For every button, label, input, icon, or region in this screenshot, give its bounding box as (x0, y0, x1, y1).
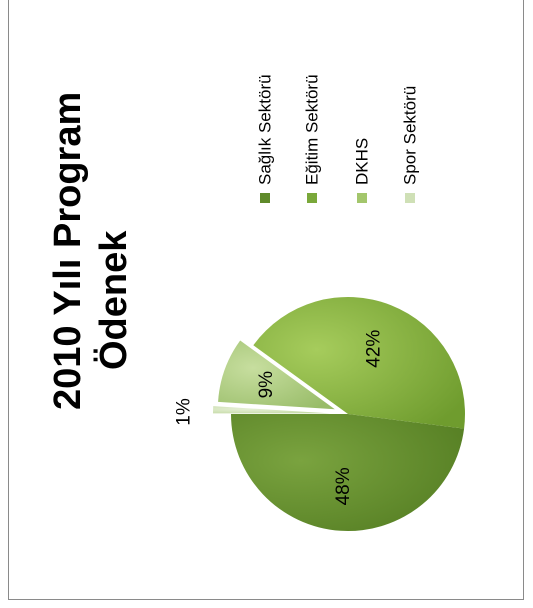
legend-swatch-4 (405, 193, 415, 203)
pie-slice-1 (231, 414, 465, 532)
chart-title-line-2: Ödenek (92, 230, 135, 370)
legend-swatch-3 (357, 193, 367, 203)
data-labels: 48% 42% 9% 1% (174, 330, 385, 506)
pie-slice-3 (218, 340, 335, 410)
chart-title-line-1: 2010 Yılı Program (47, 92, 89, 410)
legend-item-3: DKHS (353, 138, 372, 203)
data-label-3: 9% (256, 371, 277, 399)
legend-swatch-1 (260, 193, 270, 203)
pie-slice-2 (253, 297, 465, 429)
legend-swatch-2 (307, 193, 317, 203)
pie-slice-4 (213, 406, 331, 414)
legend-item-2: Eğitim Sektörü (303, 74, 322, 203)
legend-label-1: Sağlık Sektörü (256, 74, 275, 185)
data-label-1: 48% (333, 467, 354, 505)
pie-slices (213, 297, 465, 532)
legend-label-2: Eğitim Sektörü (303, 74, 322, 185)
legend: Sağlık Sektörü Eğitim Sektörü DKHS Spor Sek… (256, 74, 420, 203)
legend-item-1: Sağlık Sektörü (256, 74, 275, 203)
data-label-4: 1% (174, 398, 195, 426)
chart-frame (8, 0, 524, 600)
data-label-2: 42% (363, 330, 384, 368)
legend-label-4: Spor Sektörü (401, 86, 420, 185)
legend-label-3: DKHS (353, 138, 372, 185)
legend-item-4: Spor Sektörü (401, 86, 420, 203)
